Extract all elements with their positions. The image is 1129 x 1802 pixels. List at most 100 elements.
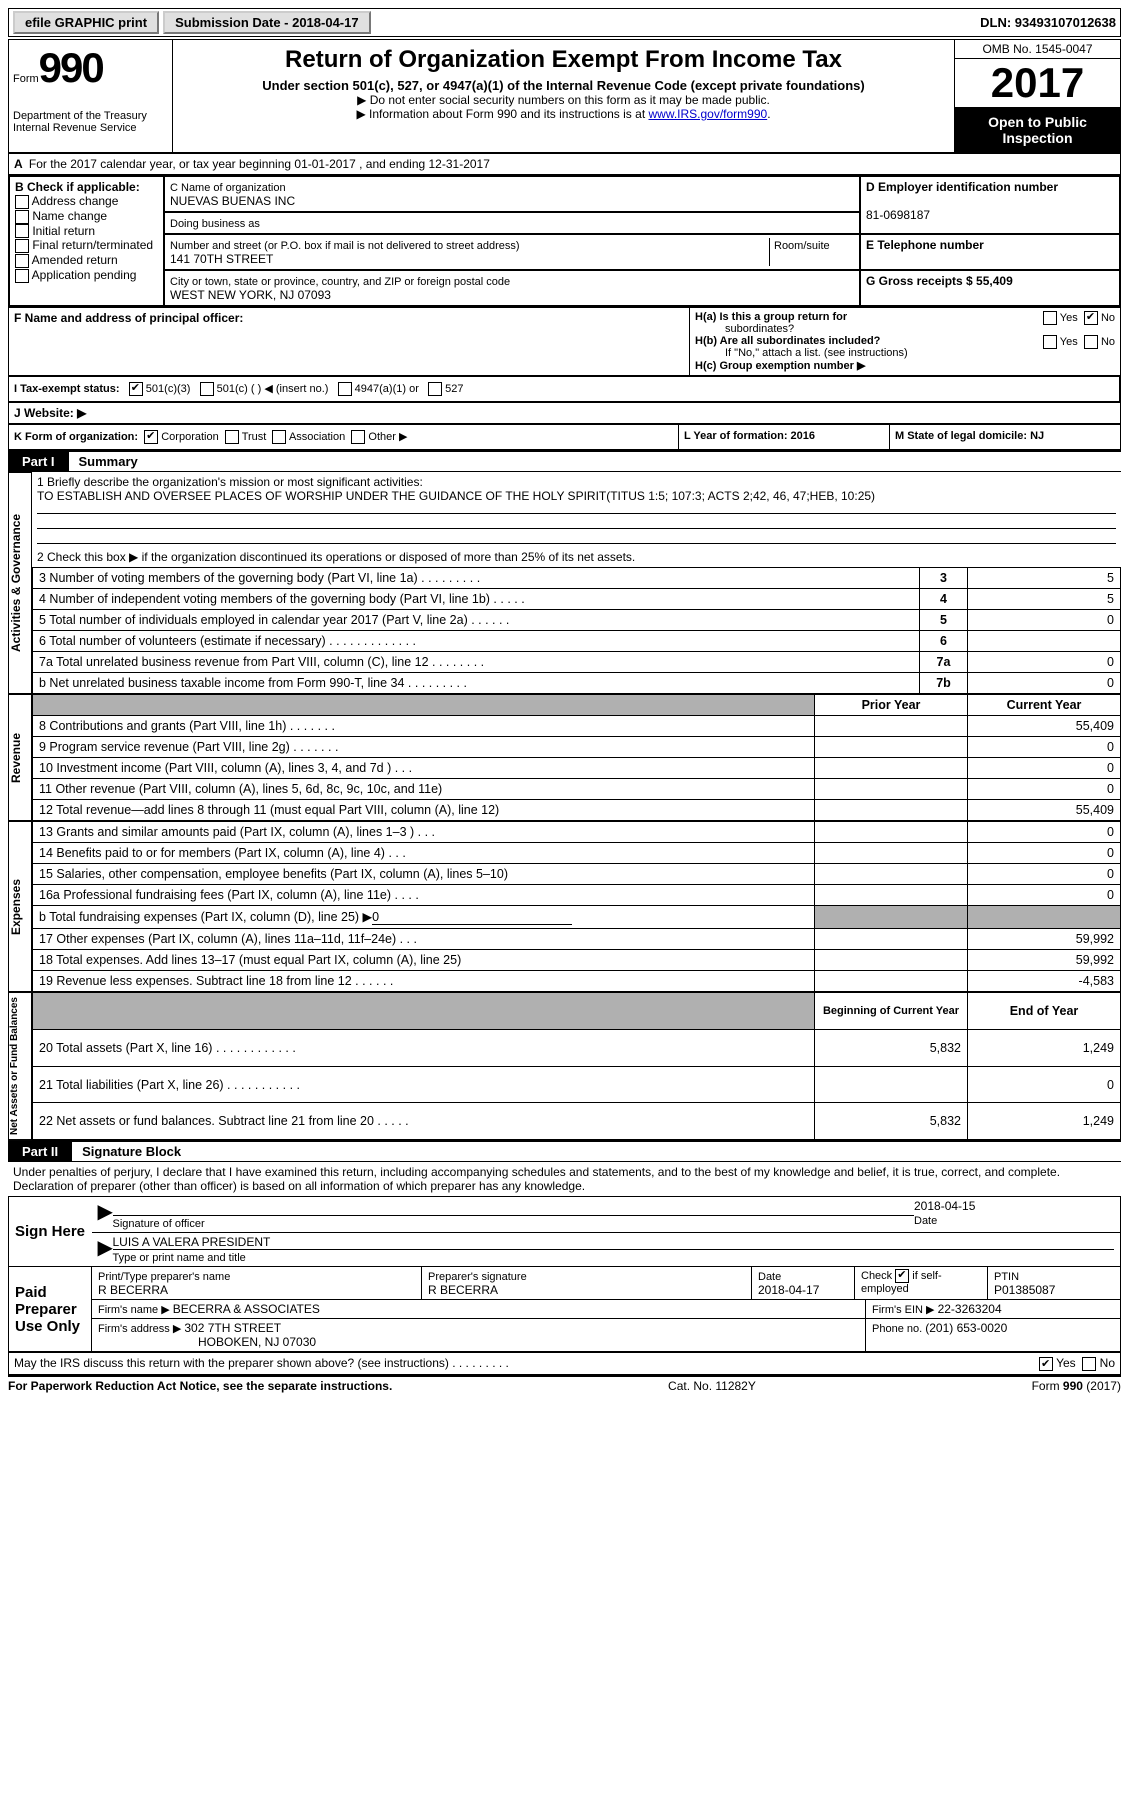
e22: 1,249	[968, 1103, 1121, 1140]
firm-addr1: 302 7TH STREET	[184, 1321, 281, 1335]
line19: 19 Revenue less expenses. Subtract line …	[33, 971, 815, 992]
line18: 18 Total expenses. Add lines 13–17 (must…	[33, 950, 815, 971]
city-label: City or town, state or province, country…	[170, 276, 510, 288]
prep-name-lbl: Print/Type preparer's name	[98, 1271, 230, 1283]
top-bar: efile GRAPHIC print Submission Date - 20…	[8, 8, 1121, 37]
line20: 20 Total assets (Part X, line 16) . . . …	[33, 1029, 815, 1066]
note-info-pre: ▶ Information about Form 990 and its ins…	[356, 107, 648, 121]
n6: 6	[920, 631, 968, 652]
phone: (201) 653-0020	[925, 1321, 1007, 1335]
part1-label: Part I	[8, 452, 69, 471]
line22: 22 Net assets or fund balances. Subtract…	[33, 1103, 815, 1140]
e21: 0	[968, 1066, 1121, 1103]
b22: 5,832	[815, 1103, 968, 1140]
dln: DLN: 93493107012638	[980, 15, 1116, 30]
chk-final-return[interactable]: Final return/terminated	[32, 238, 153, 252]
v9: 0	[968, 737, 1121, 758]
v10: 0	[968, 758, 1121, 779]
n7a: 7a	[920, 652, 968, 673]
v8: 55,409	[968, 716, 1121, 737]
chk-address-change[interactable]: Address change	[32, 194, 119, 208]
chk-name-change[interactable]: Name change	[32, 209, 107, 223]
discuss-no[interactable]: No	[1100, 1356, 1115, 1370]
signature-table: Sign Here ▶ Signature of officer 2018-04…	[8, 1196, 1121, 1352]
k-corp[interactable]: Corporation	[161, 431, 218, 443]
paperwork-notice: For Paperwork Reduction Act Notice, see …	[8, 1379, 392, 1393]
col-eoy: End of Year	[968, 993, 1121, 1030]
hb-yes[interactable]: Yes	[1060, 336, 1078, 348]
line17: 17 Other expenses (Part IX, column (A), …	[33, 929, 815, 950]
k-other[interactable]: Other ▶	[368, 431, 407, 443]
omb-number: OMB No. 1545-0047	[955, 40, 1120, 59]
v18: 59,992	[968, 950, 1121, 971]
box-c-label: C Name of organization	[170, 182, 286, 194]
org-name: NUEVAS BUENAS INC	[170, 194, 295, 208]
form-title: Return of Organization Exempt From Incom…	[183, 46, 944, 74]
line9: 9 Program service revenue (Part VIII, li…	[33, 737, 815, 758]
box-ha: H(a) Is this a group return for	[695, 311, 847, 323]
box-j-website: J Website: ▶	[14, 406, 86, 420]
tax-501c3[interactable]: 501(c)(3)	[146, 383, 191, 395]
k-assoc[interactable]: Association	[289, 431, 345, 443]
room-label: Room/suite	[774, 240, 830, 252]
chk-app-pending[interactable]: Application pending	[32, 268, 137, 282]
line16a: 16a Professional fundraising fees (Part …	[33, 885, 815, 906]
tax-501c[interactable]: 501(c) ( ) ◀ (insert no.)	[217, 383, 329, 395]
tax-527[interactable]: 527	[445, 383, 463, 395]
part1-header: Part I Summary	[8, 450, 1121, 472]
v17: 59,992	[968, 929, 1121, 950]
k-trust[interactable]: Trust	[242, 431, 267, 443]
form-subtitle: Under section 501(c), 527, or 4947(a)(1)…	[183, 78, 944, 93]
dba-label: Doing business as	[170, 218, 260, 230]
line11: 11 Other revenue (Part VIII, column (A),…	[33, 779, 815, 800]
v11: 0	[968, 779, 1121, 800]
tax-4947[interactable]: 4947(a)(1) or	[355, 383, 419, 395]
line12: 12 Total revenue—add lines 8 through 11 …	[33, 800, 815, 821]
entity-info-block: B Check if applicable: Address change Na…	[8, 175, 1121, 307]
prep-name: R BECERRA	[98, 1283, 168, 1297]
box-g-label: G Gross receipts $ 55,409	[866, 274, 1013, 288]
v6	[968, 631, 1121, 652]
discuss-yes[interactable]: Yes	[1056, 1356, 1076, 1370]
ha-yes[interactable]: Yes	[1060, 312, 1078, 324]
sig-date: 2018-04-15	[914, 1199, 1114, 1213]
hb-no[interactable]: No	[1101, 336, 1115, 348]
line1-label: 1 Briefly describe the organization's mi…	[37, 475, 423, 489]
netassets-table: Beginning of Current YearEnd of Year 20 …	[32, 992, 1121, 1140]
box-m: M State of legal domicile: NJ	[895, 430, 1044, 442]
ptin-lbl: PTIN	[994, 1271, 1019, 1283]
revenue-table: Prior YearCurrent Year 8 Contributions a…	[32, 694, 1121, 821]
v4: 5	[968, 589, 1121, 610]
chk-amended[interactable]: Amended return	[32, 253, 118, 267]
v14: 0	[968, 843, 1121, 864]
prep-sig-lbl: Preparer's signature	[428, 1271, 527, 1283]
box-d-label: D Employer identification number	[866, 180, 1058, 194]
irs-link[interactable]: www.IRS.gov/form990	[648, 107, 767, 121]
part2-title: Signature Block	[72, 1144, 181, 1159]
ha-no[interactable]: No	[1101, 312, 1115, 324]
part1-title: Summary	[69, 454, 138, 469]
name-title-label: Type or print name and title	[113, 1252, 246, 1264]
open-public-1: Open to Public	[959, 114, 1116, 130]
col-current: Current Year	[968, 695, 1121, 716]
chk-initial-return[interactable]: Initial return	[32, 224, 95, 238]
firm-ein: 22-3263204	[938, 1302, 1002, 1316]
v12: 55,409	[968, 800, 1121, 821]
line3: 3 Number of voting members of the govern…	[33, 568, 920, 589]
summary-table-gov: 3 Number of voting members of the govern…	[32, 567, 1121, 694]
note-info-post: .	[767, 107, 770, 121]
part2-label: Part II	[8, 1142, 72, 1161]
cat-no: Cat. No. 11282Y	[668, 1379, 756, 1393]
officer-name-title: LUIS A VALERA PRESIDENT	[113, 1235, 1115, 1250]
box-e-label: E Telephone number	[866, 238, 984, 252]
efile-print-button[interactable]: efile GRAPHIC print	[13, 11, 159, 34]
expenses-table: 13 Grants and similar amounts paid (Part…	[32, 821, 1121, 992]
treasury-dept: Department of the Treasury	[13, 110, 168, 122]
v5: 0	[968, 610, 1121, 631]
firm-addr2: HOBOKEN, NJ 07030	[98, 1335, 316, 1349]
vlabel-expenses: Expenses	[8, 821, 32, 992]
v3: 5	[968, 568, 1121, 589]
line8: 8 Contributions and grants (Part VIII, l…	[33, 716, 815, 737]
street-address: 141 70TH STREET	[170, 252, 273, 266]
vlabel-activities: Activities & Governance	[8, 472, 32, 694]
